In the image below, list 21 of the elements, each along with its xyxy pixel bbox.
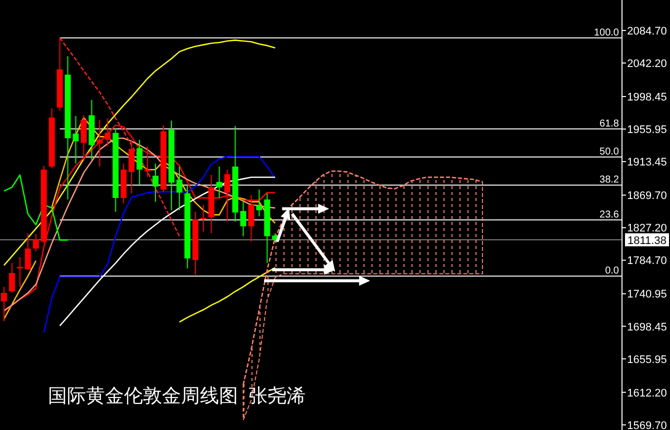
y-tick-label: 1869.70 <box>627 190 667 202</box>
ref-line-label: 61.8 <box>600 118 620 130</box>
y-tick-label: 1569.70 <box>627 420 667 430</box>
y-tick-label: 1784.70 <box>627 255 667 268</box>
y-tick-label: 2084.70 <box>627 25 667 38</box>
ref-line-label: 23.6 <box>600 209 620 220</box>
y-tick-label: 1827.20 <box>627 222 667 235</box>
ref-line-label: 50.0 <box>600 146 620 158</box>
y-tick-label: 1998.45 <box>627 92 667 104</box>
ref-line-label: 0.0 <box>605 266 620 277</box>
y-tick-label: 1740.95 <box>627 288 667 301</box>
y-tick-label: 1955.95 <box>627 124 667 136</box>
y-tick-label: 1913.45 <box>627 156 667 169</box>
y-tick-label: 1655.95 <box>627 354 667 366</box>
y-tick-label: 1698.45 <box>627 321 667 334</box>
y-tick-label: 1612.20 <box>627 387 667 400</box>
text: 国际黄金伦敦金周线图 张尧浠 <box>48 386 306 407</box>
ref-line-label: 100.0 <box>594 27 620 38</box>
ref-line-label: 38.2 <box>600 174 620 186</box>
ref-line-label: 1811.38 <box>628 234 666 247</box>
y-tick-label: 2042.20 <box>627 58 667 70</box>
